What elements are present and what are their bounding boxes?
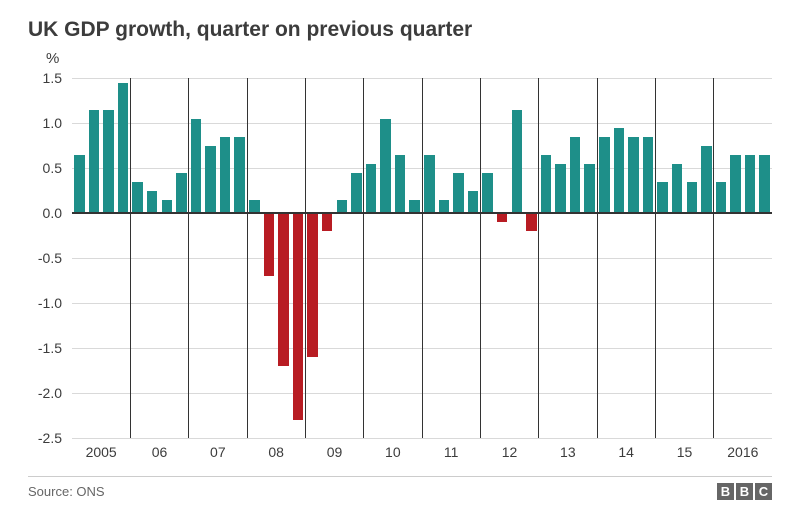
bar [380,119,391,214]
bar [584,164,595,214]
bar [220,137,231,214]
y-tick-label: 0.5 [43,160,72,176]
bar [526,213,537,231]
bar [570,137,581,214]
bar [264,213,275,276]
x-tick-label: 11 [444,438,459,460]
x-tick-label: 2016 [727,438,758,460]
year-divider [188,78,189,438]
year-divider [130,78,131,438]
bar [162,200,173,214]
bar [672,164,683,214]
year-divider [713,78,714,438]
bar [322,213,333,231]
bar [307,213,318,357]
year-divider [597,78,598,438]
bar [337,200,348,214]
bar [599,137,610,214]
bar [497,213,508,222]
bar [541,155,552,214]
y-axis-unit: % [46,50,59,67]
chart-title: UK GDP growth, quarter on previous quart… [28,18,772,42]
bar [716,182,727,214]
year-divider [305,78,306,438]
y-tick-label: -1.5 [38,340,72,356]
bar [439,200,450,214]
bar [293,213,304,420]
bar [249,200,260,214]
x-tick-label: 08 [268,438,284,460]
year-divider [655,78,656,438]
x-tick-label: 07 [210,438,226,460]
bar [351,173,362,214]
bar [468,191,479,214]
bar [89,110,100,214]
y-tick-label: 0.0 [43,205,72,221]
bar [132,182,143,214]
chart-footer: Source: ONS B B C [28,476,772,500]
y-tick-label: -1.0 [38,295,72,311]
x-tick-label: 13 [560,438,576,460]
bar [643,137,654,214]
y-tick-label: 1.5 [43,70,72,86]
bar [628,137,639,214]
bar [555,164,566,214]
bar [512,110,523,214]
year-divider [480,78,481,438]
bar [730,155,741,214]
gridline [72,438,772,439]
bar [657,182,668,214]
y-tick-label: -0.5 [38,250,72,266]
bar [74,155,85,214]
x-tick-label: 15 [677,438,693,460]
chart-container: UK GDP growth, quarter on previous quart… [0,0,800,512]
bar [614,128,625,214]
bar [482,173,493,214]
y-tick-label: -2.5 [38,430,72,446]
bbc-logo: B B C [717,483,772,500]
bar [191,119,202,214]
bar [745,155,756,214]
x-tick-label: 09 [327,438,343,460]
year-divider [247,78,248,438]
bar [453,173,464,214]
zero-axis [72,212,772,214]
year-divider [538,78,539,438]
y-tick-label: 1.0 [43,115,72,131]
bar [118,83,129,214]
bbc-logo-letter: C [755,483,772,500]
bar [147,191,158,214]
bar [234,137,245,214]
bar [759,155,770,214]
year-divider [363,78,364,438]
bar [176,173,187,214]
bar [409,200,420,214]
source-label: Source: ONS [28,484,105,499]
bbc-logo-letter: B [736,483,753,500]
x-tick-label: 2005 [86,438,117,460]
x-tick-label: 10 [385,438,401,460]
x-tick-label: 12 [502,438,518,460]
bar [395,155,406,214]
bar [205,146,216,214]
x-tick-label: 06 [152,438,168,460]
x-tick-label: 14 [618,438,634,460]
bar [103,110,114,214]
chart-plot-area: -2.5-2.0-1.5-1.0-0.50.00.51.01.520050607… [72,78,772,438]
y-tick-label: -2.0 [38,385,72,401]
year-divider [422,78,423,438]
bar [687,182,698,214]
bar [366,164,377,214]
bar [701,146,712,214]
bar [424,155,435,214]
bar [278,213,289,366]
bbc-logo-letter: B [717,483,734,500]
